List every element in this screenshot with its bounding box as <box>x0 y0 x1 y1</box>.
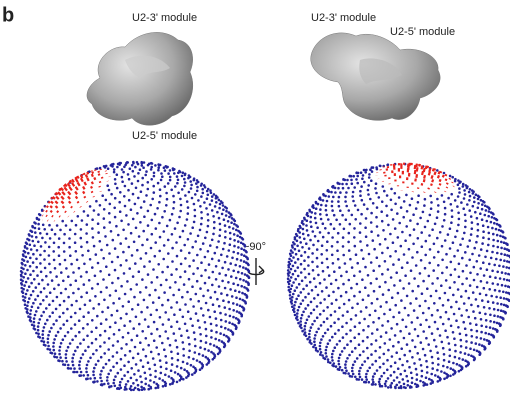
module-label: U2-5' module <box>390 26 455 38</box>
module-label: U2-5' module <box>132 130 197 142</box>
sphere-dots <box>287 163 510 389</box>
page: b U2-3' module U2-5' module U2-3' module… <box>0 0 510 394</box>
sphere-dots <box>20 161 251 392</box>
density-map <box>87 32 193 125</box>
module-label: U2-3' module <box>132 12 197 24</box>
sphere-spikes <box>42 169 109 221</box>
orientation-spheres <box>20 161 510 392</box>
rotation-icon <box>248 258 263 285</box>
module-label: U2-3' module <box>311 12 376 24</box>
figure: b U2-3' module U2-5' module U2-3' module… <box>0 0 510 394</box>
panel-label: b <box>2 4 14 26</box>
sphere-spikes <box>377 163 454 193</box>
